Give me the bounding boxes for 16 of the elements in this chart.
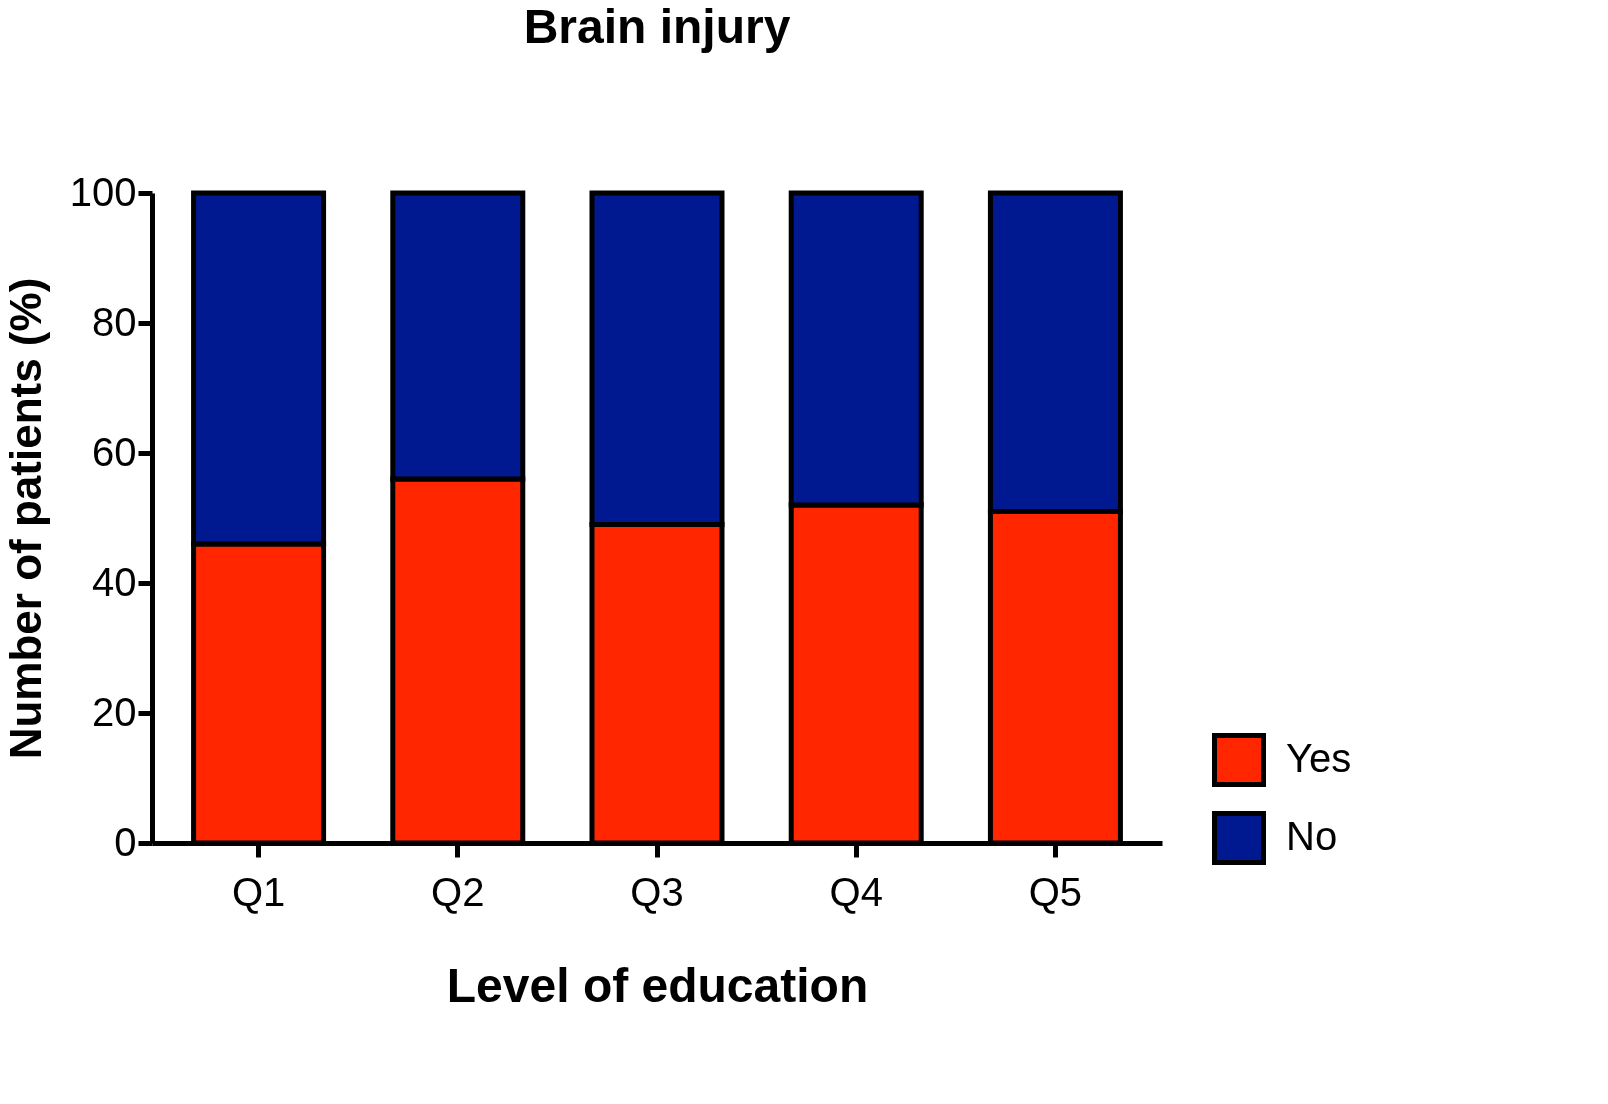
x-tick-label: Q4	[829, 869, 883, 914]
y-axis-title: Number of patients (%)	[0, 277, 50, 760]
legend-label: Yes	[1286, 736, 1352, 780]
x-tick-label: Q2	[431, 869, 485, 914]
y-tick-label: 40	[92, 559, 137, 604]
chart-title: Brain injury	[523, 0, 791, 53]
legend-label: No	[1286, 814, 1338, 858]
x-axis-title: Level of education	[446, 958, 869, 1012]
y-tick-label: 80	[92, 299, 137, 344]
x-tick-label: Q5	[1028, 869, 1083, 914]
y-tick-label: 20	[92, 689, 137, 734]
x-tick-label: Q3	[630, 869, 684, 914]
y-tick-label: 60	[92, 429, 137, 474]
y-tick-label: 0	[114, 819, 137, 864]
y-tick-label: 100	[69, 169, 137, 214]
x-tick-label: Q1	[231, 869, 286, 914]
